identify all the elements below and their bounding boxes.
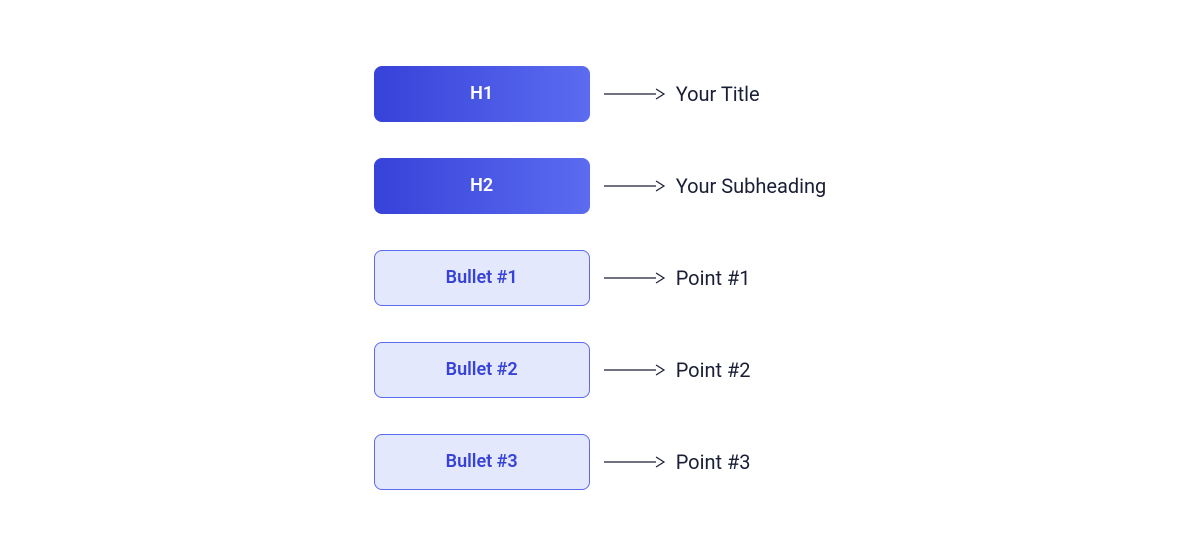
annotation-label: Point #2 xyxy=(676,358,751,382)
block-label: Bullet #2 xyxy=(446,359,518,380)
diagram-row-h1: H1 Your Title xyxy=(374,66,827,122)
bullet-block: Bullet #1 xyxy=(374,250,590,306)
diagram-row-bullet-2: Bullet #2 Point #2 xyxy=(374,342,827,398)
block-label: Bullet #1 xyxy=(446,267,518,288)
arrow-icon xyxy=(604,87,666,101)
arrow-icon xyxy=(604,179,666,193)
annotation-label: Your Subheading xyxy=(676,174,827,198)
bullet-block: Bullet #3 xyxy=(374,434,590,490)
h2-block: H2 xyxy=(374,158,590,214)
arrow-icon xyxy=(604,363,666,377)
block-label: H2 xyxy=(470,175,493,196)
arrow-icon xyxy=(604,455,666,469)
heading-structure-diagram: H1 Your Title H2 Your Subheading Bullet … xyxy=(374,66,827,490)
annotation-label: Your Title xyxy=(676,82,760,106)
block-label: H1 xyxy=(470,83,493,104)
annotation-label: Point #3 xyxy=(676,450,751,474)
annotation-label: Point #1 xyxy=(676,266,751,290)
diagram-row-bullet-3: Bullet #3 Point #3 xyxy=(374,434,827,490)
h1-block: H1 xyxy=(374,66,590,122)
diagram-row-h2: H2 Your Subheading xyxy=(374,158,827,214)
diagram-row-bullet-1: Bullet #1 Point #1 xyxy=(374,250,827,306)
block-label: Bullet #3 xyxy=(446,451,518,472)
arrow-icon xyxy=(604,271,666,285)
bullet-block: Bullet #2 xyxy=(374,342,590,398)
